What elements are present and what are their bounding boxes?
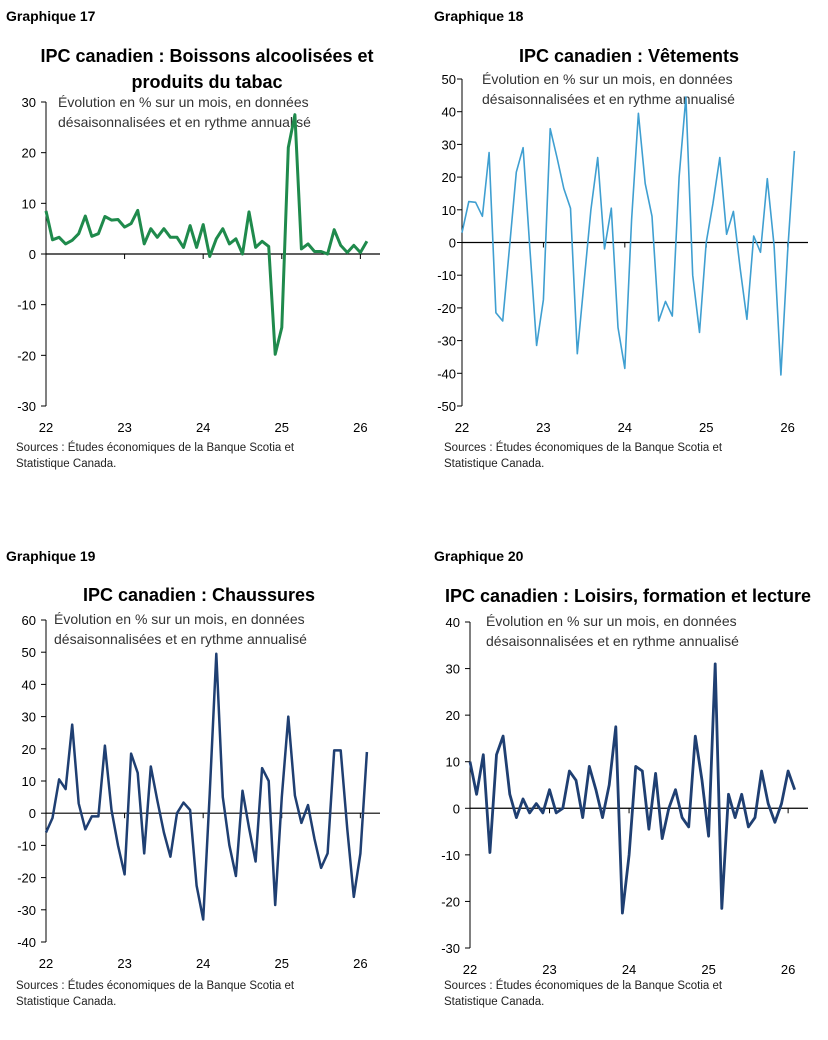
source-line-2: Statistique Canada.	[16, 458, 117, 470]
y-tick-label: 20	[442, 170, 456, 185]
y-tick-label: 10	[22, 774, 36, 789]
x-tick-label: 25	[275, 956, 289, 971]
source-line-1: Sources : Études économiques de la Banqu…	[16, 442, 295, 454]
x-tick-label: 22	[39, 956, 53, 971]
y-tick-label: -10	[437, 268, 456, 283]
y-tick-label: 10	[442, 203, 456, 218]
y-tick-label: 30	[442, 137, 456, 152]
source-line-1: Sources : Études économiques de la Banqu…	[16, 980, 295, 992]
chart-panel-18: Graphique 18 IPC canadien : Vêtements Év…	[414, 0, 828, 500]
y-tick-label: 20	[446, 708, 460, 723]
y-tick-label: -30	[441, 941, 460, 956]
y-tick-label: 10	[22, 196, 36, 211]
source-line-1: Sources : Études économiques de la Banqu…	[444, 442, 723, 454]
x-tick-label: 26	[780, 420, 794, 435]
chart-plot: -40 -30 -20 -10 0 10 20 30 40 50 60 22 23 24 25 26	[17, 613, 380, 971]
y-tick-label: -10	[441, 848, 460, 863]
y-tick-label: -40	[17, 935, 36, 950]
y-tick-label: -10	[17, 838, 36, 853]
chart-plot: -50 -40 -30 -20 -10 0 10 20 30 40 50 22 23 24 25 26	[437, 72, 808, 435]
chart-panel-17: Graphique 17 IPC canadien : Boissons alc…	[0, 0, 414, 500]
x-tick-label: 24	[618, 420, 632, 435]
y-tick-label: 30	[22, 95, 36, 110]
chart-subtitle-line-1: Évolution en % sur un mois, en données	[58, 94, 309, 110]
y-tick-label: -20	[17, 871, 36, 886]
source-line-2: Statistique Canada.	[444, 996, 545, 1008]
y-tick-label: -30	[17, 399, 36, 414]
y-tick-label: 0	[29, 806, 36, 821]
chart-subtitle-line-1: Évolution en % sur un mois, en données	[486, 613, 737, 629]
x-tick-label: 23	[536, 420, 550, 435]
y-tick-label: -10	[17, 298, 36, 313]
y-tick-label: 50	[442, 72, 456, 87]
source-line-2: Statistique Canada.	[444, 458, 545, 470]
chart-title: IPC canadien : Chaussures	[82, 585, 316, 605]
chart-title: IPC canadien : Loisirs, formation et lec…	[444, 586, 812, 606]
chart-number: Graphique 18	[434, 8, 524, 24]
chart-number: Graphique 19	[6, 548, 96, 564]
chart-plot: -30 -20 -10 0 10 20 30 40 22 23 24 25 26	[441, 615, 808, 977]
x-tick-label: 22	[463, 962, 477, 977]
y-tick-label: 30	[22, 710, 36, 725]
x-tick-label: 25	[275, 420, 289, 435]
y-tick-label: 60	[22, 613, 36, 628]
y-tick-label: -30	[17, 903, 36, 918]
y-tick-label: -20	[441, 894, 460, 909]
y-tick-label: -20	[437, 301, 456, 316]
chart-subtitle-line-2: désaisonnalisées et en rythme annualisé	[486, 633, 739, 649]
source-line-2: Statistique Canada.	[16, 996, 117, 1008]
chart-panel-20: Graphique 20 IPC canadien : Loisirs, for…	[414, 540, 828, 1040]
chart-subtitle-line-2: désaisonnalisées et en rythme annualisé	[54, 631, 307, 647]
x-tick-label: 22	[455, 420, 469, 435]
series-line	[44, 652, 369, 921]
x-tick-label: 22	[39, 420, 53, 435]
x-tick-label: 24	[196, 420, 210, 435]
x-tick-label: 25	[699, 420, 713, 435]
y-tick-label: -40	[437, 366, 456, 381]
x-tick-label: 26	[781, 962, 795, 977]
chart-title-line-2: produits du tabac	[131, 72, 283, 92]
chart-subtitle-line-2: désaisonnalisées et en rythme annualisé	[58, 114, 311, 130]
chart-panel-19: Graphique 19 IPC canadien : Chaussures É…	[0, 540, 414, 1040]
chart-title: IPC canadien : Vêtements	[518, 46, 740, 66]
chart-subtitle-line-2: désaisonnalisées et en rythme annualisé	[482, 91, 735, 107]
chart-number: Graphique 20	[434, 548, 524, 564]
x-tick-label: 23	[117, 420, 131, 435]
y-tick-label: 20	[22, 146, 36, 161]
x-tick-label: 24	[196, 956, 210, 971]
y-tick-label: 40	[446, 615, 460, 630]
chart-title-line-1: IPC canadien : Boissons alcoolisées et	[40, 46, 374, 66]
chart-subtitle-line-1: Évolution en % sur un mois, en données	[54, 611, 305, 627]
y-tick-label: -30	[437, 334, 456, 349]
chart-number: Graphique 17	[6, 8, 96, 24]
x-tick-label: 23	[117, 956, 131, 971]
y-tick-label: -20	[17, 348, 36, 363]
y-tick-label: 40	[442, 105, 456, 120]
source-line-1: Sources : Études économiques de la Banqu…	[444, 980, 723, 992]
chart-subtitle-line-1: Évolution en % sur un mois, en données	[482, 71, 733, 87]
series-line	[468, 662, 797, 915]
y-tick-label: 0	[449, 236, 456, 251]
x-tick-label: 24	[622, 962, 636, 977]
y-tick-label: 0	[29, 247, 36, 262]
y-tick-label: 50	[22, 645, 36, 660]
x-tick-label: 26	[353, 956, 367, 971]
y-tick-label: 0	[453, 801, 460, 816]
y-tick-label: 10	[446, 755, 460, 770]
series-line	[44, 113, 369, 356]
chart-plot: -30 -20 -10 0 10 20 30 22 23 24 25 26	[17, 95, 380, 435]
x-tick-label: 23	[542, 962, 556, 977]
y-tick-label: 40	[22, 677, 36, 692]
series-line	[461, 96, 796, 376]
y-tick-label: 20	[22, 742, 36, 757]
y-tick-label: 30	[446, 662, 460, 677]
x-tick-label: 25	[701, 962, 715, 977]
y-tick-label: -50	[437, 399, 456, 414]
x-tick-label: 26	[353, 420, 367, 435]
